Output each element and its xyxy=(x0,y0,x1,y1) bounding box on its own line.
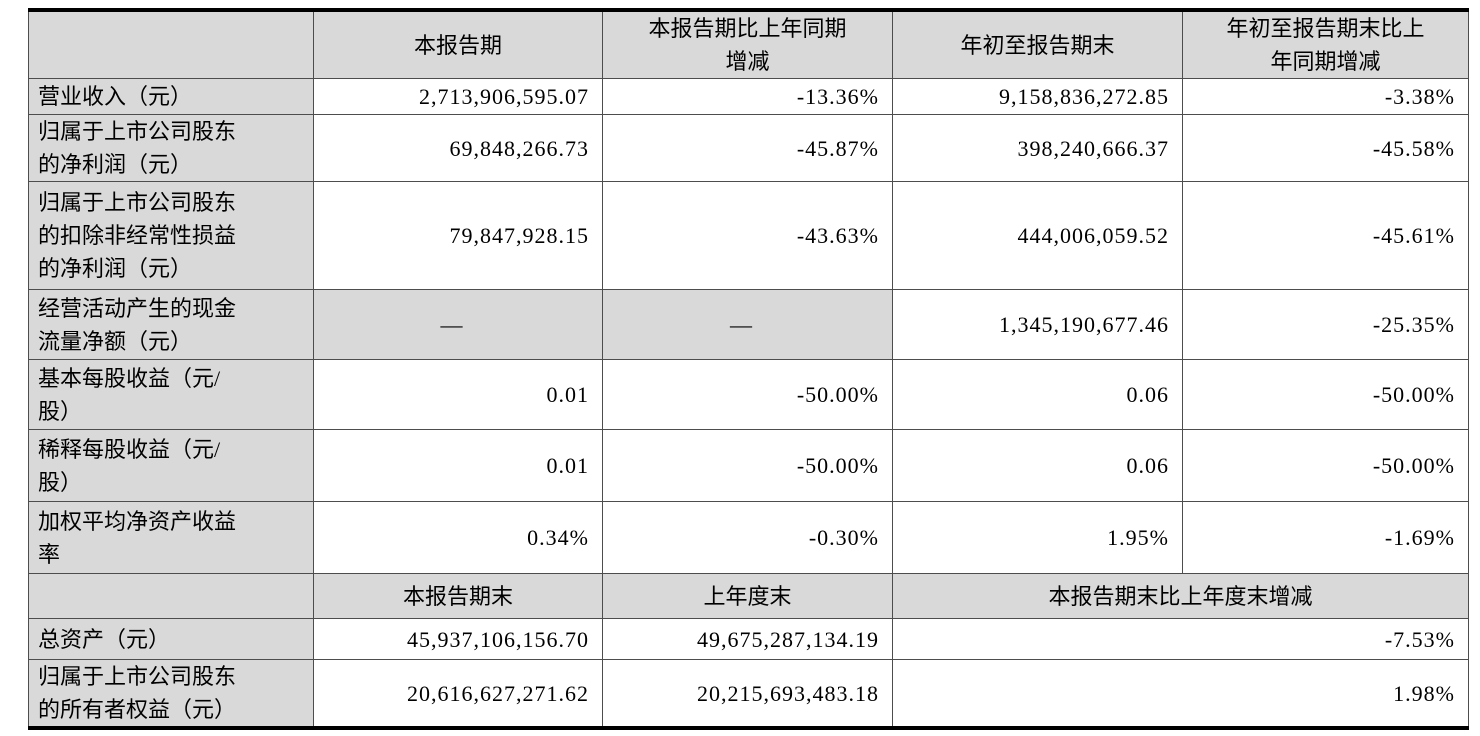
row-basic-eps: 基本每股收益（元/ 股） 0.01 -50.00% 0.06 -50.00% xyxy=(28,359,1469,430)
metric-value-ytd-yoy: -25.35% xyxy=(1182,289,1469,360)
metric-value-ytd-yoy: -1.69% xyxy=(1182,501,1469,574)
metric-value-current-yoy: -45.87% xyxy=(602,114,893,182)
metric-value-ytd: 1.95% xyxy=(892,501,1183,574)
metric-value-ytd-yoy: -50.00% xyxy=(1182,359,1469,430)
metric-value-ytd-yoy: -45.61% xyxy=(1182,181,1469,290)
metric-value-ytd: 444,006,059.52 xyxy=(892,181,1183,290)
header-period-end-change: 本报告期末比上年度末增减 xyxy=(892,573,1469,619)
metric-label: 归属于上市公司股东 的净利润（元） xyxy=(28,114,314,182)
header-ytd-yoy: 年初至报告期末比上 年同期增减 xyxy=(1182,9,1469,79)
metric-value-ytd: 0.06 xyxy=(892,359,1183,430)
metric-value-current: 0.01 xyxy=(313,359,603,430)
metric-value-ytd: 1,345,190,677.46 xyxy=(892,289,1183,360)
metric-label: 经营活动产生的现金 流量净额（元） xyxy=(28,289,314,360)
header-prev-year-end: 上年度末 xyxy=(602,573,893,619)
row-operating-revenue: 营业收入（元） 2,713,906,595.07 -13.36% 9,158,8… xyxy=(28,78,1469,115)
corner-cell xyxy=(28,573,314,619)
metric-value-current-yoy: -50.00% xyxy=(602,359,893,430)
metric-value-current-empty: — xyxy=(313,289,603,360)
header-row-balance: 本报告期末 上年度末 本报告期末比上年度末增减 xyxy=(28,573,1469,619)
metric-value-ytd: 398,240,666.37 xyxy=(892,114,1183,182)
metric-value-change: -7.53% xyxy=(892,618,1469,660)
metric-value-current-yoy-empty: — xyxy=(602,289,893,360)
metric-label: 稀释每股收益（元/ 股） xyxy=(28,429,314,502)
metric-value-prev-year-end: 20,215,693,483.18 xyxy=(602,659,893,729)
metric-label: 基本每股收益（元/ 股） xyxy=(28,359,314,430)
metric-label: 营业收入（元） xyxy=(28,78,314,115)
metric-value-period-end: 45,937,106,156.70 xyxy=(313,618,603,660)
header-row-period: 本报告期 本报告期比上年同期 增减 年初至报告期末 年初至报告期末比上 年同期增… xyxy=(28,9,1469,79)
row-total-assets: 总资产（元） 45,937,106,156.70 49,675,287,134.… xyxy=(28,618,1469,660)
metric-value-ytd: 9,158,836,272.85 xyxy=(892,78,1183,115)
metric-value-period-end: 20,616,627,271.62 xyxy=(313,659,603,729)
metric-value-change: 1.98% xyxy=(892,659,1469,729)
metric-value-ytd-yoy: -45.58% xyxy=(1182,114,1469,182)
metric-value-current: 0.34% xyxy=(313,501,603,574)
header-current-period-yoy: 本报告期比上年同期 增减 xyxy=(602,9,893,79)
row-net-profit-deducted: 归属于上市公司股东 的扣除非经常性损益 的净利润（元） 79,847,928.1… xyxy=(28,181,1469,290)
metric-value-ytd: 0.06 xyxy=(892,429,1183,502)
metric-value-prev-year-end: 49,675,287,134.19 xyxy=(602,618,893,660)
metric-value-ytd-yoy: -50.00% xyxy=(1182,429,1469,502)
row-net-profit: 归属于上市公司股东 的净利润（元） 69,848,266.73 -45.87% … xyxy=(28,114,1469,182)
metric-label: 加权平均净资产收益 率 xyxy=(28,501,314,574)
row-weighted-avg-roe: 加权平均净资产收益 率 0.34% -0.30% 1.95% -1.69% xyxy=(28,501,1469,574)
financial-summary-table: 本报告期 本报告期比上年同期 增减 年初至报告期末 年初至报告期末比上 年同期增… xyxy=(28,8,1469,730)
metric-value-current-yoy: -50.00% xyxy=(602,429,893,502)
metric-value-current-yoy: -43.63% xyxy=(602,181,893,290)
metric-value-current: 69,848,266.73 xyxy=(313,114,603,182)
metric-label: 归属于上市公司股东 的所有者权益（元） xyxy=(28,659,314,729)
row-operating-cash-flow: 经营活动产生的现金 流量净额（元） — — 1,345,190,677.46 -… xyxy=(28,289,1469,360)
metric-value-ytd-yoy: -3.38% xyxy=(1182,78,1469,115)
metric-value-current: 0.01 xyxy=(313,429,603,502)
row-equity: 归属于上市公司股东 的所有者权益（元） 20,616,627,271.62 20… xyxy=(28,659,1469,729)
corner-cell xyxy=(28,9,314,79)
header-current-period: 本报告期 xyxy=(313,9,603,79)
header-period-end: 本报告期末 xyxy=(313,573,603,619)
metric-value-current: 79,847,928.15 xyxy=(313,181,603,290)
header-ytd: 年初至报告期末 xyxy=(892,9,1183,79)
row-diluted-eps: 稀释每股收益（元/ 股） 0.01 -50.00% 0.06 -50.00% xyxy=(28,429,1469,502)
metric-label: 归属于上市公司股东 的扣除非经常性损益 的净利润（元） xyxy=(28,181,314,290)
metric-value-current-yoy: -0.30% xyxy=(602,501,893,574)
metric-value-current-yoy: -13.36% xyxy=(602,78,893,115)
metric-label: 总资产（元） xyxy=(28,618,314,660)
metric-value-current: 2,713,906,595.07 xyxy=(313,78,603,115)
